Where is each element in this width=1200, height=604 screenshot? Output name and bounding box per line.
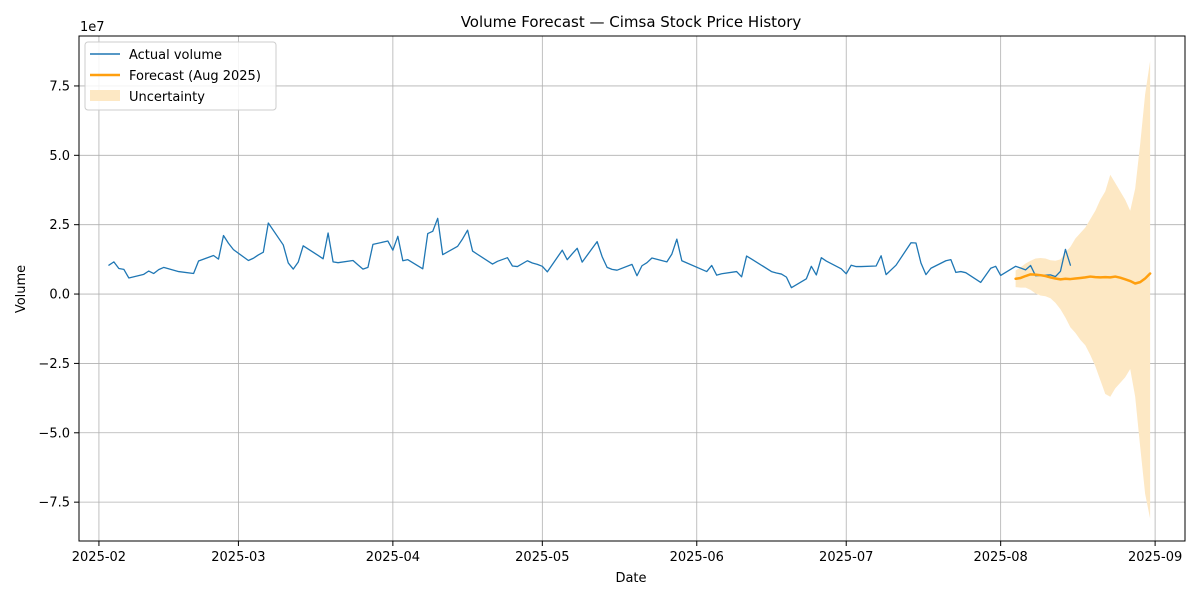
x-tick-label: 2025-06 xyxy=(670,550,724,565)
axis-ticks: 2025-02 2025-03 2025-04 2025-05 2025-06 2025-… xyxy=(38,79,1182,565)
y-tick-label: −5.0 xyxy=(38,426,70,441)
y-axis-label: Volume xyxy=(14,265,29,313)
grid-lines xyxy=(79,36,1185,541)
uncertainty-band-layer xyxy=(1015,60,1151,519)
y-scale-label: 1e7 xyxy=(80,20,105,35)
y-tick-label: 5.0 xyxy=(49,149,70,164)
y-tick-label: 2.5 xyxy=(49,218,70,233)
legend-label-uncertainty: Uncertainty xyxy=(129,90,205,105)
x-tick-label: 2025-04 xyxy=(366,550,420,565)
legend-swatch-uncertainty xyxy=(90,90,120,101)
legend-box xyxy=(84,41,277,111)
forecast-line xyxy=(1014,272,1152,285)
x-tick-label: 2025-08 xyxy=(974,550,1028,565)
legend-label-forecast: Forecast (Aug 2025) xyxy=(129,69,261,84)
legend-label-actual: Actual volume xyxy=(129,48,222,63)
uncertainty-band xyxy=(1015,60,1151,519)
y-tick-label: 0.0 xyxy=(49,288,70,303)
y-tick-label: 7.5 xyxy=(49,79,70,94)
plot-frame xyxy=(78,35,1186,542)
x-tick-label: 2025-03 xyxy=(211,550,265,565)
chart-title: Volume Forecast — Cimsa Stock Price Hist… xyxy=(461,13,802,31)
series-lines-layer xyxy=(108,217,1152,289)
actual-volume-line xyxy=(108,217,1072,289)
y-tick-label: −2.5 xyxy=(38,357,70,372)
x-axis-label: Date xyxy=(615,571,646,586)
x-tick-label: 2025-09 xyxy=(1128,550,1182,565)
x-tick-label: 2025-02 xyxy=(72,550,126,565)
legend: Actual volume Forecast (Aug 2025) Uncert… xyxy=(84,41,277,111)
y-tick-label: −7.5 xyxy=(38,496,70,511)
x-tick-label: 2025-05 xyxy=(515,550,569,565)
x-tick-label: 2025-07 xyxy=(819,550,873,565)
